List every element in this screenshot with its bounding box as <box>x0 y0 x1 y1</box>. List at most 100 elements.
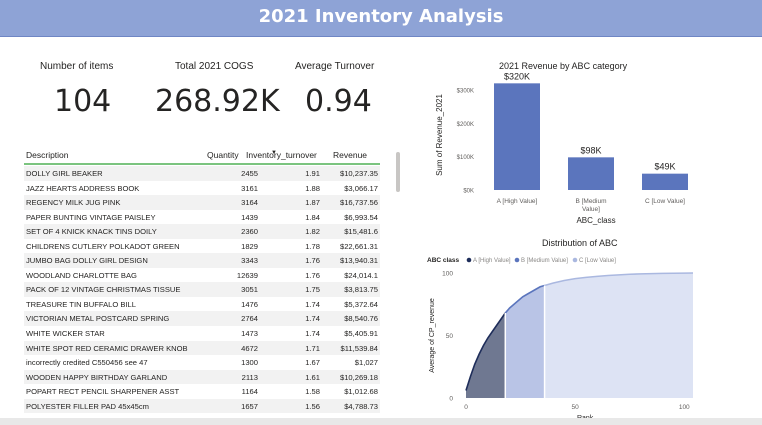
cell-inventory-turnover: 1.82 <box>305 227 320 237</box>
bar-data-label: $49K <box>654 162 675 172</box>
table-row[interactable]: WHITE WICKER STAR 1473 1.74 $5,405.91 <box>24 326 380 341</box>
legend-marker-icon <box>572 257 578 263</box>
bar-data-label: $98K <box>580 145 601 155</box>
cell-revenue: $4,788.73 <box>344 401 378 411</box>
table-scrollbar[interactable] <box>396 152 400 192</box>
column-header-description[interactable]: Description <box>26 150 69 160</box>
bar[interactable] <box>568 157 614 190</box>
cell-revenue: $24,014.1 <box>344 270 378 280</box>
cell-description: DOLLY GIRL BEAKER <box>26 169 103 178</box>
bar-chart-y-tick: $100K <box>457 155 474 161</box>
area-chart-x-tick: 100 <box>679 404 690 411</box>
cell-quantity: 1476 <box>241 299 258 309</box>
cell-description: WOODLAND CHARLOTTE BAG <box>26 270 137 280</box>
area-chart-y-tick: 50 <box>446 333 454 340</box>
table-row[interactable]: REGENCY MILK JUG PINK 3164 1.87 $16,737.56 <box>24 195 380 210</box>
table-row[interactable]: WHITE SPOT RED CERAMIC DRAWER KNOB 4672 1.… <box>24 340 380 356</box>
table-row[interactable]: incorrectly credited C550456 see 47 1300 1… <box>24 355 380 370</box>
series-line-b <box>504 284 545 314</box>
cell-description: JUMBO BAG DOLLY GIRL DESIGN <box>26 256 148 266</box>
area-segment-b[interactable] <box>505 285 545 399</box>
cell-inventory-turnover: 1.56 <box>305 401 320 411</box>
cell-revenue: $3,813.75 <box>344 285 378 295</box>
cell-quantity: 12639 <box>236 270 258 280</box>
table-header: Description Quantity Inventory_turnover … <box>24 145 380 165</box>
cell-inventory-turnover: 1.84 <box>305 212 320 222</box>
legend-item-label[interactable]: A [High Value] <box>473 258 511 264</box>
cell-revenue: $5,372.64 <box>344 299 378 309</box>
kpi-number-of-items-value: 104 <box>54 84 112 119</box>
cell-revenue: $13,940.31 <box>339 256 378 266</box>
cell-revenue: $1,012.68 <box>344 387 378 397</box>
bar[interactable] <box>494 83 540 190</box>
area-chart-x-tick: 0 <box>464 404 468 411</box>
kpi-average-turnover-value: 0.94 <box>305 84 372 119</box>
cell-description: JAZZ HEARTS ADDRESS BOOK <box>26 183 140 193</box>
cell-revenue: $8,540.76 <box>344 314 378 324</box>
cell-revenue: $16,737.56 <box>339 198 378 208</box>
area-segment-c[interactable] <box>544 273 693 398</box>
table-row[interactable]: CHILDRENS CUTLERY POLKADOT GREEN 1829 1.78… <box>24 239 380 254</box>
cell-quantity: 1657 <box>241 401 258 411</box>
bar-chart-y-tick: $0K <box>463 189 474 195</box>
cell-revenue: $10,269.18 <box>339 372 378 382</box>
cell-quantity: 2764 <box>241 314 258 324</box>
table-row[interactable]: WOODLAND CHARLOTTE BAG 12639 1.76 $24,014.1 <box>24 268 380 283</box>
table-row[interactable]: DOLLY GIRL BEAKER 2455 1.91 $10,237.35 <box>24 166 380 181</box>
cell-inventory-turnover: 1.76 <box>305 270 320 280</box>
bar-category-label: A [High Value] <box>497 198 538 205</box>
legend-item-label[interactable]: B [Medium Value] <box>521 258 568 264</box>
cell-revenue: $22,661.31 <box>339 241 378 251</box>
table-row[interactable]: WOODEN HAPPY BIRTHDAY GARLAND 2113 1.61 $10… <box>24 369 380 385</box>
table-row[interactable]: JAZZ HEARTS ADDRESS BOOK 3161 1.88 $3,066.1… <box>24 181 380 196</box>
cell-description: WHITE WICKER STAR <box>26 329 105 339</box>
table-row[interactable]: VICTORIAN METAL POSTCARD SPRING 2764 1.74 $… <box>24 311 380 327</box>
cell-revenue: $6,993.54 <box>344 212 378 222</box>
bar-data-label: $320K <box>504 71 530 81</box>
cell-inventory-turnover: 1.78 <box>305 241 320 251</box>
cell-quantity: 3164 <box>241 198 258 208</box>
cell-revenue: $11,539.84 <box>340 343 378 353</box>
bar-category-label: C [Low Value] <box>645 198 685 205</box>
cell-quantity: 1300 <box>241 358 258 368</box>
cell-inventory-turnover: 1.58 <box>305 387 320 397</box>
column-header-revenue[interactable]: Revenue <box>333 150 368 160</box>
sort-descending-icon[interactable]: ▼ <box>271 150 277 156</box>
bar-chart-y-tick: $200K <box>457 122 474 128</box>
cell-quantity: 2455 <box>241 169 258 178</box>
cell-description: SET OF 4 KNICK KNACK TINS DOILY <box>26 227 157 237</box>
area-chart-y-tick: 100 <box>442 271 453 278</box>
bar-category-label: B [Medium <box>575 198 606 205</box>
cell-description: WHITE SPOT RED CERAMIC DRAWER KNOB <box>26 343 188 353</box>
table-row[interactable]: JUMBO BAG DOLLY GIRL DESIGN 3343 1.76 $13,9… <box>24 253 380 268</box>
area-segment-a[interactable] <box>466 313 506 398</box>
table-row[interactable]: POPART RECT PENCIL SHARPENER ASST 1164 1.5… <box>24 384 380 399</box>
table-row[interactable]: PAPER BUNTING VINTAGE PAISLEY 1439 1.84 $6,… <box>24 210 380 225</box>
table-row[interactable]: SET OF 4 KNICK KNACK TINS DOILY 2360 1.82 $… <box>24 224 380 239</box>
abc-distribution-chart: ABC class A [High Value] B [Medium Value] C… <box>427 257 694 422</box>
kpi-total-cogs-label: Total 2021 COGS <box>175 61 254 72</box>
table-row[interactable]: TREASURE TIN BUFFALO BILL 1476 1.74 $5,372.… <box>24 297 380 312</box>
cell-quantity: 1164 <box>241 387 258 397</box>
cell-inventory-turnover: 1.67 <box>305 358 320 368</box>
legend-marker-icon <box>466 257 472 263</box>
cell-inventory-turnover: 1.74 <box>305 329 320 339</box>
cell-description: WOODEN HAPPY BIRTHDAY GARLAND <box>26 372 168 382</box>
column-header-quantity[interactable]: Quantity <box>207 150 239 160</box>
bar-chart-title: 2021 Revenue by ABC category <box>499 61 628 71</box>
bar[interactable] <box>642 173 688 190</box>
cell-description: PACK OF 12 VINTAGE CHRISTMAS TISSUE <box>26 285 181 295</box>
table-row[interactable]: PACK OF 12 VINTAGE CHRISTMAS TISSUE 3051 1… <box>24 282 380 297</box>
cell-quantity: 1829 <box>241 241 258 251</box>
cell-inventory-turnover: 1.88 <box>305 183 320 193</box>
cell-quantity: 3051 <box>241 285 258 295</box>
legend-item-label[interactable]: C [Low Value] <box>579 258 616 264</box>
table-row[interactable]: POLYESTER FILLER PAD 45x45cm 1657 1.56 $4,7… <box>24 398 380 414</box>
cell-inventory-turnover: 1.74 <box>305 314 320 324</box>
title-bar: 2021 Inventory Analysis <box>0 0 762 37</box>
column-header-inventory-turnover[interactable]: Inventory_turnover <box>246 150 317 160</box>
area-chart-title: Distribution of ABC <box>542 238 618 248</box>
cell-revenue: $5,405.91 <box>344 329 378 339</box>
cell-revenue: $1,027 <box>354 358 378 368</box>
area-chart-x-tick: 50 <box>572 404 580 411</box>
